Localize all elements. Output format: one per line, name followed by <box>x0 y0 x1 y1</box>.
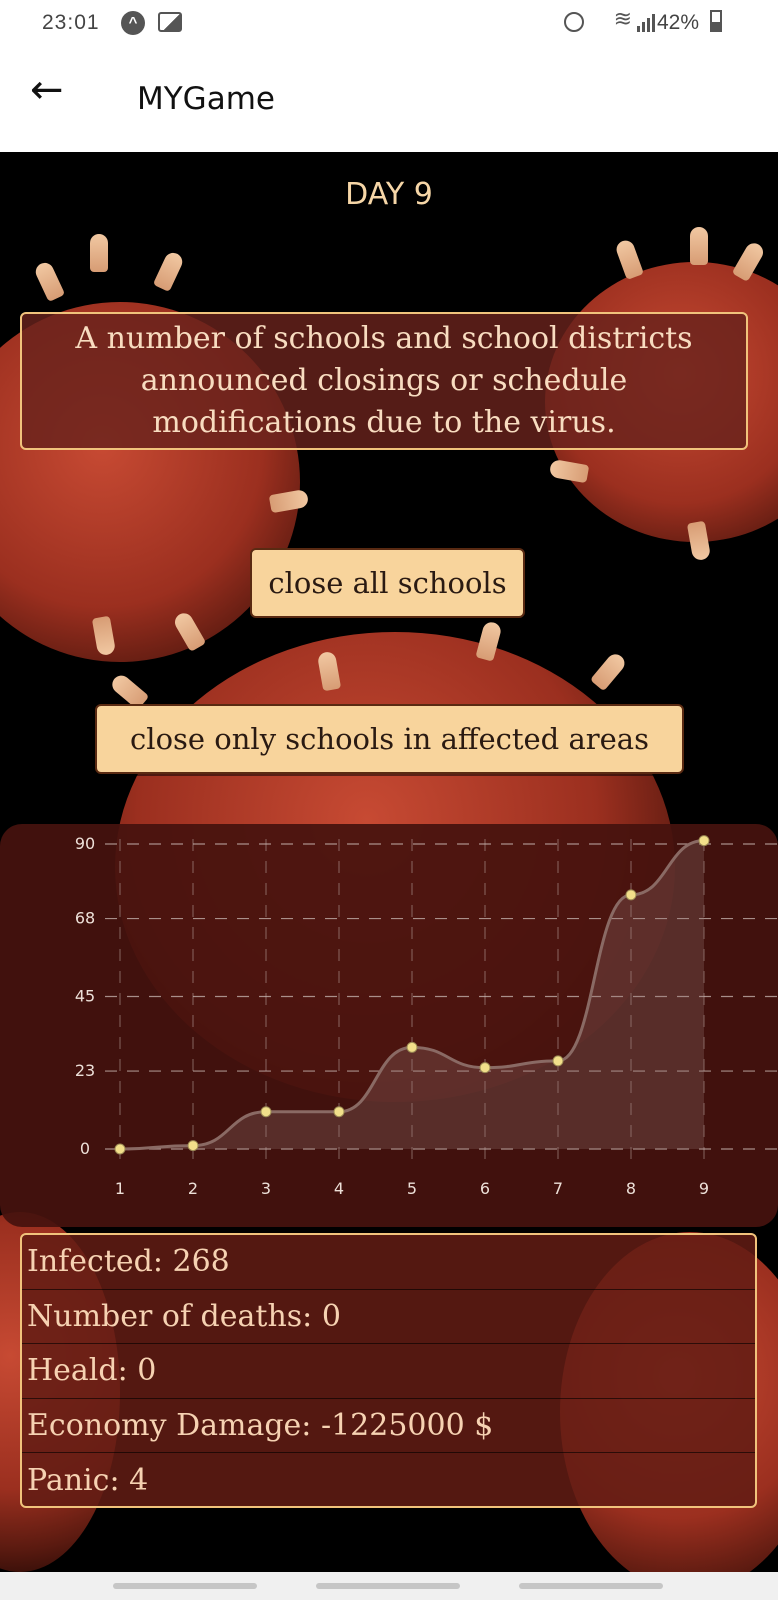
x-tick-label: 9 <box>699 1179 709 1198</box>
y-tick-label: 90 <box>75 834 95 853</box>
data-point <box>260 1106 272 1118</box>
status-bar: 23:01 ^ ≋ 42% <box>0 0 778 48</box>
nav-recent-button[interactable] <box>113 1583 257 1589</box>
battery-icon <box>710 10 722 32</box>
y-tick-label: 23 <box>75 1061 95 1080</box>
x-tick-label: 3 <box>261 1179 271 1198</box>
stat-infected: Infected: 268 <box>22 1235 755 1290</box>
data-point <box>479 1062 491 1074</box>
close-all-schools-button[interactable]: close all schools <box>250 548 525 618</box>
x-tick-label: 2 <box>188 1179 198 1198</box>
x-tick-label: 6 <box>480 1179 490 1198</box>
data-point <box>406 1041 418 1053</box>
data-point <box>698 835 710 847</box>
system-nav-bar <box>0 1572 778 1600</box>
stats-panel: Infected: 268 Number of deaths: 0 Heald:… <box>20 1233 757 1508</box>
battery-percentage: 42% <box>656 11 699 34</box>
data-point <box>552 1055 564 1067</box>
data-point <box>187 1140 199 1152</box>
app-title: MYGame <box>137 81 275 117</box>
signal-icon <box>637 14 655 32</box>
data-point <box>114 1143 126 1155</box>
x-tick-label: 8 <box>626 1179 636 1198</box>
y-tick-label: 68 <box>75 909 95 928</box>
nav-home-button[interactable] <box>316 1583 460 1589</box>
stat-economy-damage: Economy Damage: -1225000 $ <box>22 1399 755 1453</box>
day-label: DAY 9 <box>345 177 433 212</box>
stat-healed: Heald: 0 <box>22 1344 755 1399</box>
y-tick-label: 0 <box>80 1139 90 1158</box>
x-tick-label: 5 <box>407 1179 417 1198</box>
x-tick-label: 1 <box>115 1179 125 1198</box>
event-text: A number of schools and school districts… <box>75 321 693 440</box>
nav-back-button[interactable] <box>519 1583 663 1589</box>
back-arrow-icon[interactable]: ← <box>30 67 64 113</box>
notification-a-icon: ^ <box>121 11 145 35</box>
game-screen: DAY 9 A number of schools and school dis… <box>0 152 778 1572</box>
data-point <box>333 1106 345 1118</box>
data-point <box>625 889 637 901</box>
series-area <box>120 840 704 1149</box>
stat-panic: Panic: 4 <box>27 1462 149 1498</box>
x-tick-label: 4 <box>334 1179 344 1198</box>
app-bar: ← MYGame <box>0 48 778 152</box>
alarm-icon <box>564 12 584 32</box>
stat-deaths: Number of deaths: 0 <box>22 1290 755 1344</box>
y-tick-label: 45 <box>75 987 95 1006</box>
close-affected-schools-button[interactable]: close only schools in affected areas <box>95 704 684 774</box>
image-icon <box>158 12 182 32</box>
status-time: 23:01 <box>42 11 100 34</box>
x-tick-label: 7 <box>553 1179 563 1198</box>
event-message: A number of schools and school districts… <box>20 312 748 450</box>
series-line <box>119 839 705 1151</box>
wifi-icon: ≋ <box>613 6 632 31</box>
infection-chart: 0 23 45 68 90 1 2 3 4 5 6 7 8 9 <box>0 824 778 1227</box>
